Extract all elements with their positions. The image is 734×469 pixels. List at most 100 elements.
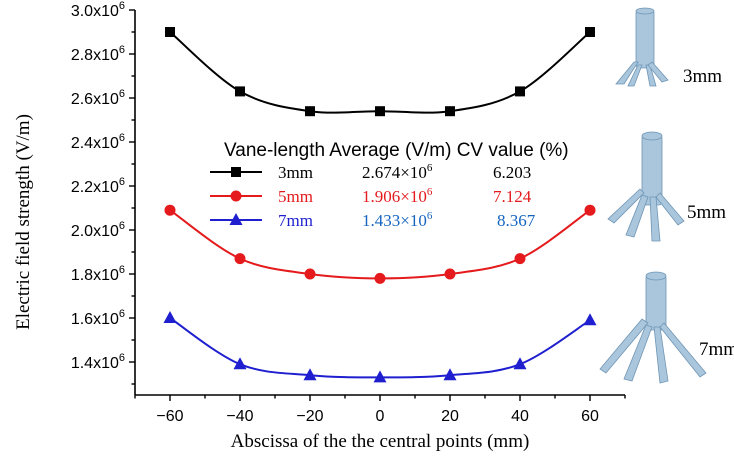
- data-point-7mm: [513, 357, 527, 370]
- vane-7mm-label: 7mm: [699, 339, 734, 360]
- y-tick-mantissa: 1.8x10: [71, 267, 119, 284]
- x-tick-label: 0: [376, 408, 385, 425]
- legend-average: 1.906×106: [362, 186, 433, 206]
- data-point-5mm: [164, 204, 176, 216]
- legend-average-mantissa: 2.674×10: [362, 163, 427, 182]
- vane-3mm-label: 3mm: [683, 66, 722, 87]
- data-point-3mm: [445, 106, 455, 117]
- data-point-5mm: [584, 204, 596, 216]
- tick-marks: [129, 9, 626, 401]
- legend-average: 2.674×106: [362, 162, 433, 182]
- series-5mm: [164, 204, 596, 284]
- legend-header: Vane-length Average (V/m) CV value (%): [224, 140, 569, 161]
- y-tick-label: 2.4x106: [71, 132, 125, 152]
- data-point-3mm: [375, 106, 385, 117]
- y-tick-mantissa: 2.4x10: [71, 135, 119, 152]
- y-tick-exponent: 6: [119, 44, 125, 56]
- data-point-5mm: [374, 272, 386, 284]
- data-point-5mm: [304, 268, 316, 280]
- data-point-3mm: [235, 86, 245, 97]
- series-line-3mm: [169, 31, 591, 114]
- y-tick-mantissa: 1.6x10: [71, 311, 119, 328]
- y-tick-labels: 1.4x1061.6x1061.8x1062.0x1062.2x1062.4x1…: [71, 0, 125, 372]
- vane-illustrations: 3mm 5mm 7mm: [599, 7, 734, 384]
- x-tick-label: −40: [226, 408, 253, 425]
- y-tick-exponent: 6: [119, 88, 125, 100]
- y-tick-exponent: 6: [119, 308, 125, 320]
- y-tick-label: 2.2x106: [71, 176, 125, 196]
- x-tick-label: 20: [441, 408, 459, 425]
- legend-series-name: 7mm: [278, 211, 313, 230]
- y-tick-mantissa: 2.8x10: [71, 47, 119, 64]
- legend-row-5mm: 5mm 1.906×106 7.124: [210, 186, 532, 206]
- y-tick-exponent: 6: [119, 132, 125, 144]
- y-tick-mantissa: 2.6x10: [71, 91, 119, 108]
- data-point-5mm: [234, 253, 246, 265]
- series-layer: [163, 27, 597, 383]
- x-tick-label: 40: [511, 408, 529, 425]
- data-point-3mm: [165, 27, 175, 37]
- legend-marker: [230, 190, 242, 202]
- legend-average-exponent: 6: [427, 186, 433, 198]
- vane-3mm-icon: [615, 7, 669, 87]
- vane-5mm-illustration: 5mm: [607, 131, 726, 242]
- legend-average-mantissa: 1.433×10: [362, 211, 427, 230]
- y-tick-label: 3.0x106: [71, 0, 125, 20]
- y-tick-exponent: 6: [119, 0, 125, 12]
- legend-average: 1.433×106: [362, 210, 433, 230]
- legend-cv-value: 6.203: [493, 163, 531, 182]
- data-point-3mm: [515, 86, 525, 97]
- vane-3mm-illustration: 3mm: [615, 7, 722, 87]
- legend-cv-value: 8.367: [497, 211, 536, 230]
- x-tick-labels: −60 −40 −20 0 20 40 60: [156, 408, 599, 425]
- x-axis-title: Abscissa of the the central points (mm): [231, 431, 530, 452]
- data-point-7mm: [583, 313, 597, 326]
- y-tick-exponent: 6: [119, 220, 125, 232]
- x-tick-label: −60: [156, 408, 183, 425]
- series-3mm: [165, 27, 595, 117]
- data-point-5mm: [444, 268, 456, 280]
- data-point-7mm: [233, 357, 247, 370]
- legend-row-3mm: 3mm 2.674×106 6.203: [210, 162, 531, 182]
- series-line-7mm: [169, 317, 591, 379]
- data-point-7mm: [163, 311, 177, 323]
- y-tick-label: 1.6x106: [71, 308, 125, 328]
- vane-7mm-icon: [599, 271, 707, 384]
- legend-average-mantissa: 1.906×10: [362, 187, 427, 206]
- data-point-7mm: [443, 368, 457, 381]
- series-7mm: [163, 311, 597, 383]
- legend-row-7mm: 7mm 1.433×106 8.367: [210, 210, 536, 230]
- legend-marker: [229, 213, 243, 225]
- y-tick-label: 2.8x106: [71, 44, 125, 64]
- y-axis-title: Electric field strength (V/m): [13, 114, 34, 330]
- data-point-7mm: [373, 370, 387, 383]
- vane-7mm-illustration: 7mm: [599, 271, 734, 384]
- vane-5mm-label: 5mm: [687, 202, 726, 223]
- data-point-3mm: [585, 27, 595, 37]
- y-tick-label: 1.8x106: [71, 264, 125, 284]
- y-tick-label: 2.6x106: [71, 88, 125, 108]
- y-tick-exponent: 6: [119, 264, 125, 276]
- y-tick-mantissa: 2.0x10: [71, 223, 119, 240]
- x-tick-label: −20: [296, 408, 323, 425]
- y-tick-mantissa: 2.2x10: [71, 179, 119, 196]
- legend: Vane-length Average (V/m) CV value (%) 3…: [210, 140, 569, 230]
- y-tick-mantissa: 1.4x10: [71, 355, 119, 372]
- data-point-3mm: [305, 106, 315, 117]
- y-tick-exponent: 6: [119, 176, 125, 188]
- legend-average-exponent: 6: [427, 210, 433, 222]
- legend-cv-value: 7.124: [493, 187, 532, 206]
- y-tick-mantissa: 3.0x10: [71, 3, 119, 20]
- data-point-5mm: [514, 253, 526, 265]
- x-tick-label: 60: [581, 408, 599, 425]
- legend-average-exponent: 6: [427, 162, 433, 174]
- y-tick-label: 2.0x106: [71, 220, 125, 240]
- legend-series-name: 5mm: [278, 187, 313, 206]
- data-point-7mm: [303, 368, 317, 381]
- y-tick-exponent: 6: [119, 352, 125, 364]
- y-tick-label: 1.4x106: [71, 352, 125, 372]
- legend-marker: [231, 167, 241, 177]
- vane-5mm-icon: [607, 131, 685, 242]
